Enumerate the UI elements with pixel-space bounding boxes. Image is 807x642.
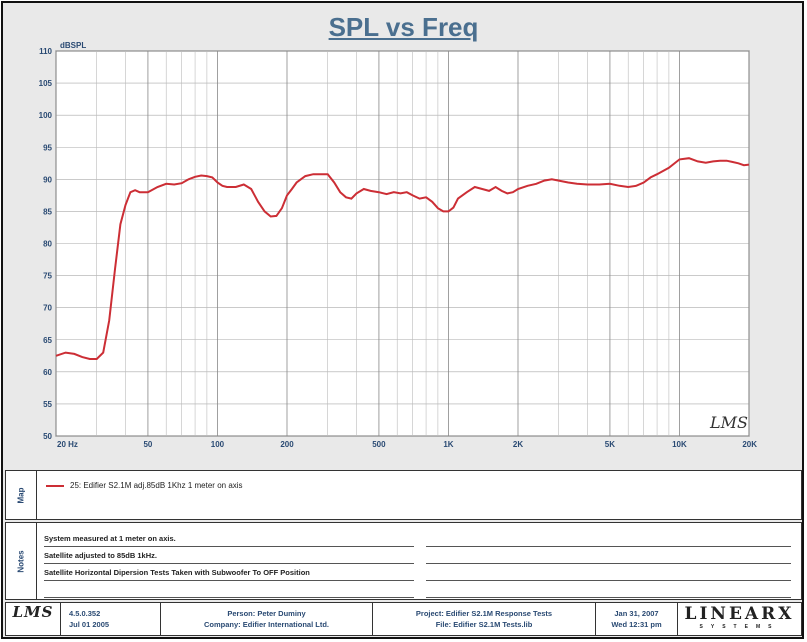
version-date: Jul 01 2005: [69, 620, 110, 629]
footer-date-cell: Jan 31, 2007 Wed 12:31 pm: [596, 603, 678, 635]
linearx-logo: LINEARX: [684, 604, 795, 624]
chart-title: SPL vs Freq: [328, 12, 479, 42]
y-tick-label: 85: [43, 207, 52, 216]
spl-chart: 50 55 60 65 70 75 80 85 90 95 100 105 110 20 Hz 50 100…: [39, 41, 758, 449]
map-side-label: Map: [6, 471, 37, 519]
footer-logo-cell: LMS: [6, 603, 61, 635]
legend-entry: 25: Edifier S2.1M adj.85dB 1Khz 1 meter …: [46, 481, 243, 490]
note-line-4: [44, 584, 414, 598]
y-tick-label: 90: [43, 175, 52, 184]
x-tick-label: 5K: [605, 440, 615, 449]
person-text: Person: Peter Duminy: [227, 609, 306, 618]
note-line-5: [426, 533, 791, 547]
series-line: [55, 157, 750, 360]
y-tick-label: 60: [43, 368, 52, 377]
lms-watermark-logo: LMS: [709, 413, 748, 432]
note-line-3: Satellite Horizontal Dipersion Tests Tak…: [44, 567, 414, 581]
y-tick-label: 80: [43, 240, 52, 249]
project-text: Project: Edifier S2.1M Response Tests: [415, 609, 553, 618]
notes-side-label: Notes: [6, 523, 37, 599]
lms-logo: LMS: [12, 603, 54, 621]
y-tick-label: 110: [39, 47, 52, 56]
y-tick-label: 95: [43, 143, 52, 152]
note-line-7: [426, 567, 791, 581]
note-line-6: [426, 550, 791, 564]
x-tick-label: 500: [372, 440, 386, 449]
footer-bar: LMS 4.5.0.352 Jul 01 2005 Person: Peter …: [5, 602, 802, 636]
x-tick-label: 2K: [513, 440, 523, 449]
y-tick-label: 70: [43, 304, 52, 313]
file-text: File: Edifier S2.1M Tests.lib: [435, 620, 533, 629]
grid-lines: [55, 50, 750, 437]
legend-swatch: [46, 484, 64, 487]
y-tick-label: 55: [43, 400, 52, 409]
y-axis-label: dBSPL: [60, 41, 86, 50]
footer-person-cell: Person: Peter Duminy Company: Edifier In…: [161, 603, 373, 635]
legend-label: 25: Edifier S2.1M adj.85dB 1Khz 1 meter …: [70, 481, 243, 490]
x-tick-label: 200: [280, 440, 294, 449]
x-tick-label: 50: [143, 440, 152, 449]
time-text: Wed 12:31 pm: [611, 620, 662, 629]
y-tick-label: 65: [43, 336, 52, 345]
linearx-logo-sub: SYSTEMS: [699, 624, 780, 630]
company-text: Company: Edifier International Ltd.: [203, 620, 329, 629]
x-tick-label: 1K: [443, 440, 453, 449]
x-tick-label: 20 Hz: [57, 440, 78, 449]
notes-panel: Notes System measured at 1 meter on axis…: [5, 522, 802, 600]
note-line-2: Satellite adjusted to 85dB 1kHz.: [44, 550, 414, 564]
y-tick-label: 75: [43, 272, 52, 281]
footer-brand-cell: LINEARX SYSTEMS: [678, 603, 801, 635]
y-tick-label: 50: [43, 432, 52, 441]
x-tick-label: 10K: [672, 440, 687, 449]
footer-project-cell: Project: Edifier S2.1M Response Tests Fi…: [373, 603, 596, 635]
note-line-8: [426, 584, 791, 598]
x-tick-label: 100: [211, 440, 225, 449]
footer-version-cell: 4.5.0.352 Jul 01 2005: [61, 603, 161, 635]
version-text: 4.5.0.352: [69, 609, 101, 618]
x-tick-labels: 20 Hz 50 100 200 500 1K 2K 5K 10K 20K: [57, 440, 757, 449]
y-tick-label: 105: [39, 79, 53, 88]
date-text: Jan 31, 2007: [614, 609, 659, 618]
y-tick-label: 100: [39, 111, 53, 120]
map-panel: Map 25: Edifier S2.1M adj.85dB 1Khz 1 me…: [5, 470, 802, 520]
x-tick-label: 20K: [742, 440, 757, 449]
y-tick-labels: 50 55 60 65 70 75 80 85 90 95 100 105 110: [39, 47, 53, 441]
note-line-1: System measured at 1 meter on axis.: [44, 533, 414, 547]
